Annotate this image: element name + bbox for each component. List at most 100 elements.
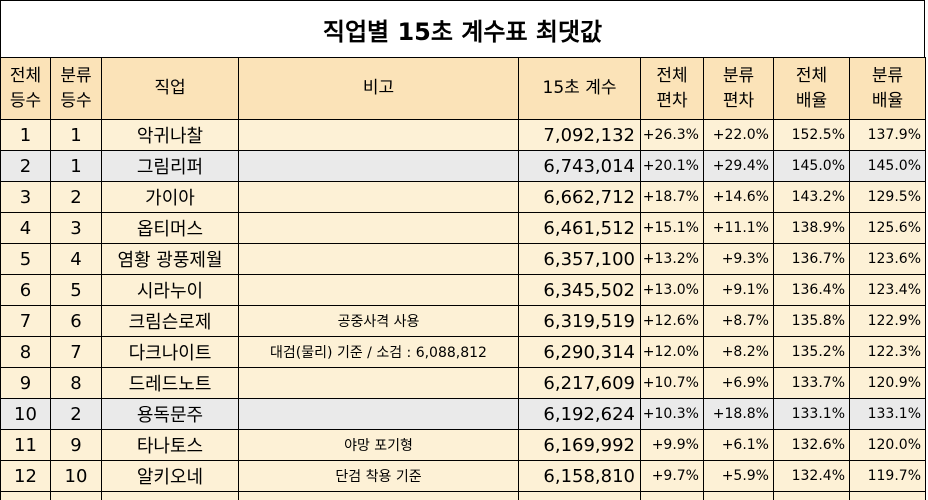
cell-coefficient: 7,092,132 bbox=[519, 120, 641, 151]
cell-multiplier-category: 120.0% bbox=[850, 430, 926, 461]
header-coefficient: 15초 계수 bbox=[519, 58, 641, 120]
cell-multiplier-all: 132.6% bbox=[774, 430, 850, 461]
cell-deviation-all: +13.0% bbox=[641, 275, 704, 306]
cell-deviation-all: +12.6% bbox=[641, 306, 704, 337]
cell-multiplier-category: 123.6% bbox=[850, 244, 926, 275]
cell-coefficient: 6,217,609 bbox=[519, 368, 641, 399]
cell-rank-all: 3 bbox=[1, 182, 51, 213]
cell-rank-all: 9 bbox=[1, 368, 51, 399]
cell-deviation-category: +22.0% bbox=[704, 120, 774, 151]
cell-rank-all: 11 bbox=[1, 430, 51, 461]
cell-coefficient: 6,192,624 bbox=[519, 399, 641, 430]
cell-rank-all: 12 bbox=[1, 461, 51, 492]
cell-deviation-all: +18.7% bbox=[641, 182, 704, 213]
cell-coefficient: 6,743,014 bbox=[519, 151, 641, 182]
cell-deviation-all: +26.3% bbox=[641, 120, 704, 151]
header-job: 직업 bbox=[102, 58, 239, 120]
table-title: 직업별 15초 계수표 최댓값 bbox=[0, 0, 925, 58]
cell-multiplier-all: 135.8% bbox=[774, 306, 850, 337]
cell-coefficient: 6,345,502 bbox=[519, 275, 641, 306]
cell-rank-all: 2 bbox=[1, 151, 51, 182]
cell-job: 악귀나찰 bbox=[102, 120, 239, 151]
cell-multiplier-all: 132.4% bbox=[774, 461, 850, 492]
cell-note: 단검 착용 기준 bbox=[239, 461, 519, 492]
cell-note bbox=[239, 244, 519, 275]
cell-coefficient: 6,319,519 bbox=[519, 306, 641, 337]
cell-multiplier-category: 120.9% bbox=[850, 368, 926, 399]
cell-rank-all: 5 bbox=[1, 244, 51, 275]
cell-job: 시라누이 bbox=[102, 275, 239, 306]
cell-deviation-category: +29.4% bbox=[704, 151, 774, 182]
cell-job: 그림리퍼 bbox=[102, 151, 239, 182]
cell-deviation-category: +6.1% bbox=[704, 430, 774, 461]
cell-job: 다크나이트 bbox=[102, 337, 239, 368]
cell-deviation-all: +13.2% bbox=[641, 244, 704, 275]
cell-multiplier-all: 136.7% bbox=[774, 244, 850, 275]
cell-rank-category: 2 bbox=[51, 399, 102, 430]
cell-deviation-all: +15.1% bbox=[641, 213, 704, 244]
cell-rank-category: 1 bbox=[51, 151, 102, 182]
cell-rank-all: 6 bbox=[1, 275, 51, 306]
cell-multiplier-all: 143.2% bbox=[774, 182, 850, 213]
cell-deviation-category: +8.7% bbox=[704, 306, 774, 337]
cell-deviation-category: +18.8% bbox=[704, 399, 774, 430]
cell-multiplier-category: 133.1% bbox=[850, 399, 926, 430]
cell-multiplier-all: 152.5% bbox=[774, 120, 850, 151]
cell-multiplier-category: 145.0% bbox=[850, 151, 926, 182]
cell-note bbox=[239, 120, 519, 151]
cell-rank-category: 5 bbox=[51, 275, 102, 306]
cell-deviation-category: +9.1% bbox=[704, 275, 774, 306]
header-note: 비고 bbox=[239, 58, 519, 120]
cell-job: 옵티머스 bbox=[102, 213, 239, 244]
cell-job: 용독문주 bbox=[102, 399, 239, 430]
cell-multiplier-all: 136.4% bbox=[774, 275, 850, 306]
cell-deviation-all: +12.0% bbox=[641, 337, 704, 368]
cell-deviation-category: +8.2% bbox=[704, 337, 774, 368]
cell-multiplier-all: 133.1% bbox=[774, 399, 850, 430]
cell-rank-all: 10 bbox=[1, 399, 51, 430]
cell-deviation-category: +6.9% bbox=[704, 368, 774, 399]
cell-coefficient: 6,461,512 bbox=[519, 213, 641, 244]
cell-note bbox=[239, 275, 519, 306]
cell-rank-all: 8 bbox=[1, 337, 51, 368]
cell-deviation-all: +10.7% bbox=[641, 368, 704, 399]
cell-rank-category: 3 bbox=[51, 213, 102, 244]
cell-deviation-all: +20.1% bbox=[641, 151, 704, 182]
cell-rank-category: 7 bbox=[51, 337, 102, 368]
cell-job: 타나토스 bbox=[102, 430, 239, 461]
cell-deviation-category: +9.3% bbox=[704, 244, 774, 275]
cell-rank-all: 7 bbox=[1, 306, 51, 337]
cell-coefficient: 6,357,100 bbox=[519, 244, 641, 275]
cell-note bbox=[239, 213, 519, 244]
cell-multiplier-category: 129.5% bbox=[850, 182, 926, 213]
cell-deviation-category: +11.1% bbox=[704, 213, 774, 244]
cell-deviation-all: +10.3% bbox=[641, 399, 704, 430]
cell-multiplier-all: 145.0% bbox=[774, 151, 850, 182]
cell-multiplier-category: 123.4% bbox=[850, 275, 926, 306]
cell-rank-all: 4 bbox=[1, 213, 51, 244]
cell-coefficient: 6,290,314 bbox=[519, 337, 641, 368]
cell-multiplier-category: 119.7% bbox=[850, 461, 926, 492]
cell-coefficient: 6,158,810 bbox=[519, 461, 641, 492]
cell-job: 크림슨로제 bbox=[102, 306, 239, 337]
cell-job: 알키오네 bbox=[102, 461, 239, 492]
cell-note bbox=[239, 399, 519, 430]
cell-deviation-all: +9.9% bbox=[641, 430, 704, 461]
cell-multiplier-category: 122.9% bbox=[850, 306, 926, 337]
cell-multiplier-category: 125.6% bbox=[850, 213, 926, 244]
cell-rank-category: 10 bbox=[51, 461, 102, 492]
cell-coefficient: 6,662,712 bbox=[519, 182, 641, 213]
